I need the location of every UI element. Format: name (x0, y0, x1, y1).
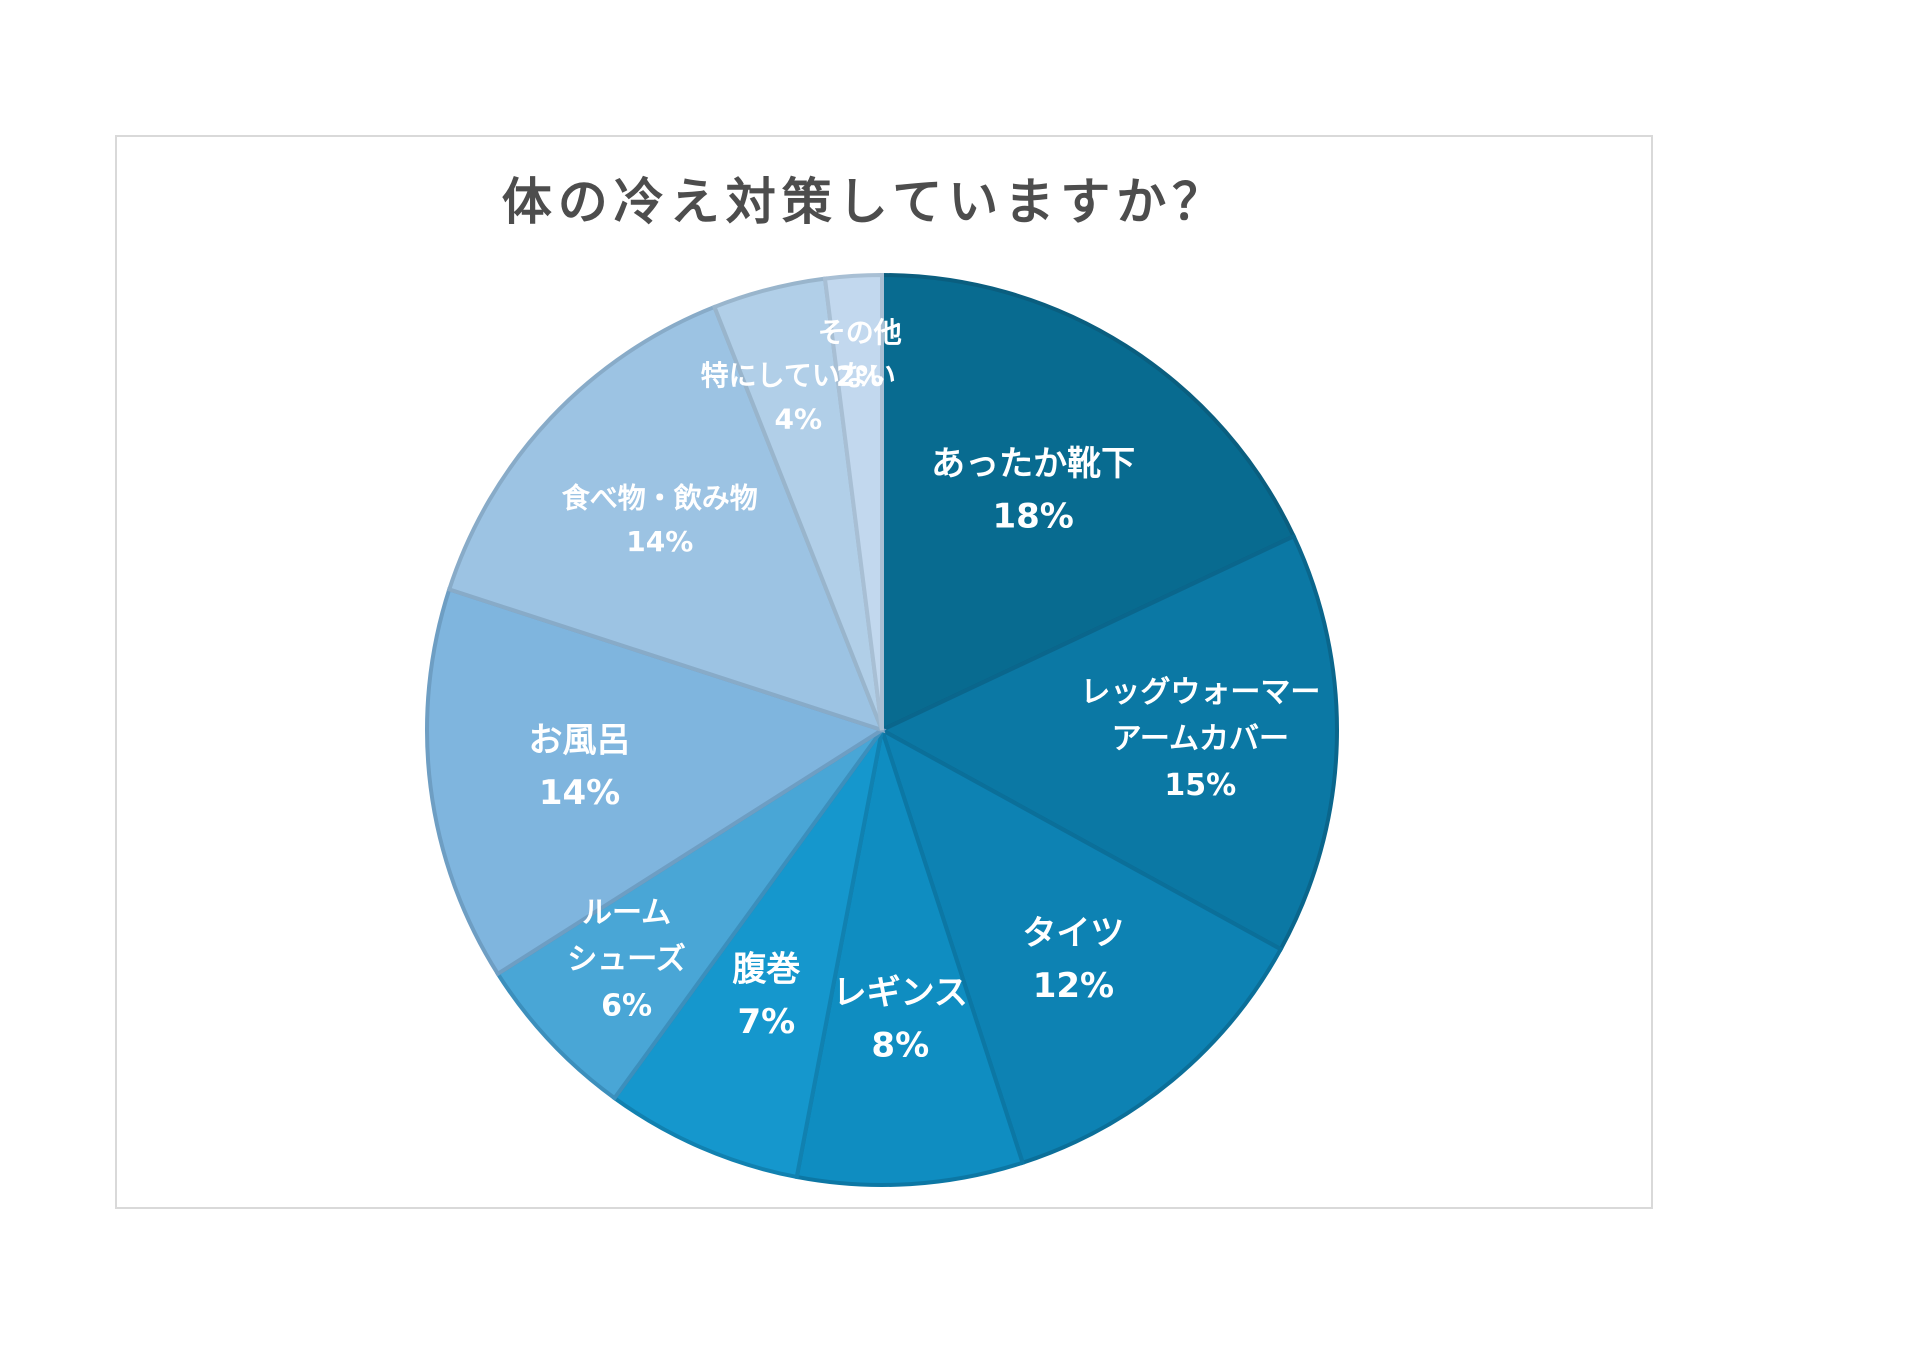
slice-percent-label: 7% (737, 1002, 795, 1042)
slice-percent-label: 14% (626, 525, 693, 558)
slice-category-label: 腹巻 (732, 949, 800, 989)
slice-category-label: 特にしていない (701, 359, 896, 392)
slice-percent-label: 18% (992, 497, 1073, 537)
slice-percent-label: 15% (1164, 768, 1236, 803)
pie-slice-0 (880, 272, 1297, 734)
slice-category-label: レッグウォーマー (1080, 675, 1320, 710)
slice-category-label: お風呂 (529, 720, 631, 760)
slice-category-label: ルーム (582, 895, 671, 930)
slice-category-label: あったか靴下 (931, 444, 1135, 484)
slice-percent-label: 14% (539, 773, 620, 813)
pie-slice-2 (878, 725, 1284, 1166)
chart-title: 体の冷え対策していますか？ (501, 173, 1229, 231)
pie-slice-1 (877, 533, 1339, 952)
slice-category-label: アームカバー (1112, 722, 1289, 757)
slice-category-label: タイツ (1022, 914, 1124, 954)
slice-category-label: 食べ物・飲み物 (562, 482, 758, 515)
pie-slice-7 (446, 304, 886, 734)
slice-percent-label: 8% (871, 1025, 929, 1065)
slice-category-label: シューズ (567, 942, 686, 977)
slice-percent-label: 6% (601, 988, 652, 1023)
pie-slice-9 (822, 272, 884, 731)
slice-percent-label: 4% (774, 403, 822, 436)
slice-category-label: レギンス (833, 973, 968, 1013)
slice-percent-label: 2% (836, 360, 884, 393)
pie-slice-3 (794, 729, 1026, 1187)
pie-slice-6 (425, 586, 887, 977)
pie-slice-4 (611, 728, 884, 1180)
slice-category-label: その他 (818, 316, 902, 349)
slice-percent-label: 12% (1033, 966, 1114, 1006)
pie-slice-5 (495, 728, 884, 1101)
